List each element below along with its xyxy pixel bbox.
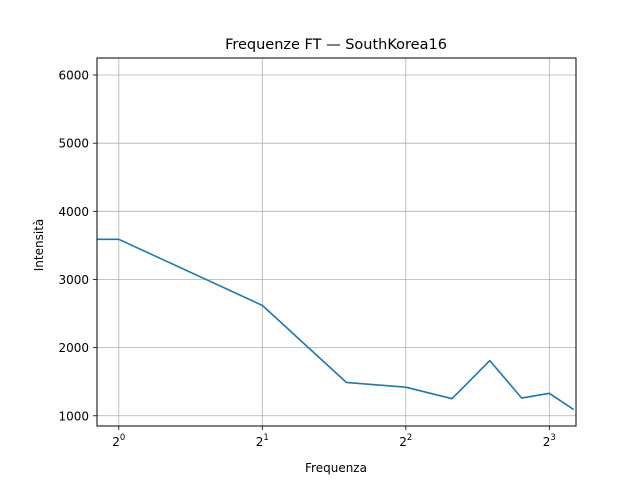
y-axis-label: Intensità	[32, 219, 46, 271]
y-tick-label: 2000	[58, 341, 89, 355]
x-tick-label: 20	[112, 433, 125, 449]
x-axis-ticks: 20 21 22 23	[112, 426, 556, 449]
series-line	[97, 238, 575, 411]
plot-frame	[96, 57, 577, 427]
grid-lines	[97, 58, 576, 426]
y-tick-label: 3000	[58, 273, 89, 287]
x-tick-label: 22	[399, 433, 412, 449]
x-tick-label: 23	[543, 433, 556, 449]
plot-series	[97, 238, 575, 411]
y-tick-label: 5000	[58, 137, 89, 151]
y-tick-label: 1000	[58, 409, 89, 423]
chart-title: Frequenze FT — SouthKorea16	[225, 37, 447, 53]
x-axis-label: Frequenza	[305, 461, 367, 475]
y-axis-ticks: 1000 2000 3000 4000 5000 6000	[58, 69, 97, 423]
y-tick-label: 6000	[58, 69, 89, 83]
y-tick-label: 4000	[58, 205, 89, 219]
x-tick-label: 21	[256, 433, 269, 449]
